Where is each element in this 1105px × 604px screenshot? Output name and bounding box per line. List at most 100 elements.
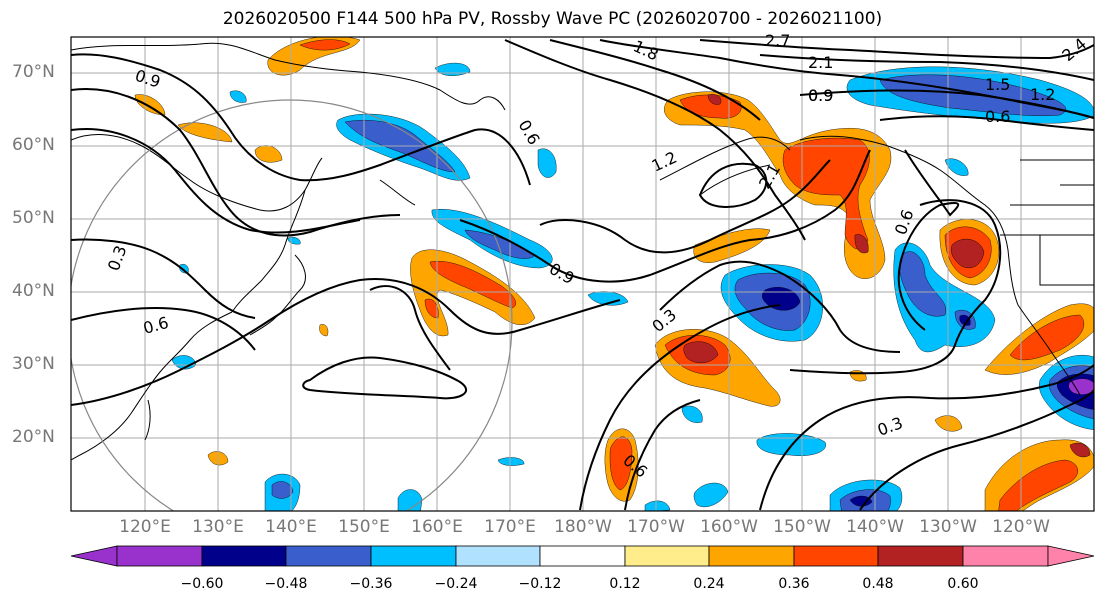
anomaly-shade [761, 287, 801, 311]
colorbar-tick-label: −0.60 [180, 576, 224, 592]
contour-label: 2.1 [808, 53, 833, 72]
lon-label: 150°E [338, 517, 390, 537]
colorbar-bin [624, 545, 710, 567]
lon-label: 130°E [192, 517, 244, 537]
contour-line [659, 260, 901, 353]
contour-line [71, 238, 256, 319]
contour-line [789, 199, 1002, 375]
reference-circle [71, 99, 513, 511]
colorbar-tick-label: 0.60 [947, 576, 979, 592]
lat-label: 50°N [12, 208, 55, 228]
anomaly-shade [951, 238, 985, 269]
contour-label: 0.6 [515, 117, 544, 149]
anomaly-shade [693, 228, 771, 263]
contour-line [459, 149, 871, 283]
contour-label: 0.3 [104, 243, 131, 273]
contour-line [879, 115, 1094, 131]
lon-label: 150°W [773, 517, 831, 537]
anomaly-shade [254, 145, 283, 163]
anomaly-shade [609, 436, 633, 491]
colorbar [70, 545, 1095, 567]
contour-label: 1.5 [985, 75, 1010, 94]
colorbar-tick-label: 0.48 [862, 576, 894, 592]
contour-line [759, 364, 1094, 511]
colorbar-tick-label: 0.24 [693, 576, 725, 592]
contour-line [897, 149, 960, 331]
map-title: 2026020500 F144 500 hPa PV, Rossby Wave … [222, 9, 883, 29]
lon-label: 130°W [919, 517, 977, 537]
graticule [71, 37, 1094, 511]
contour-line [759, 54, 1094, 81]
anomaly-shade [397, 489, 423, 511]
anomaly-shade [854, 234, 869, 254]
anomaly-shade [959, 314, 971, 326]
contour-line [71, 278, 621, 406]
colorbar-tick-label: 0.12 [609, 576, 641, 592]
anomaly-shade [899, 251, 947, 317]
colorbar-bin [793, 545, 879, 567]
anomaly-shade [644, 500, 671, 511]
colorbar-tick-label: −0.24 [434, 576, 478, 592]
lon-label: 120°E [119, 517, 171, 537]
contour-line [698, 162, 768, 208]
anomaly-shade [681, 405, 703, 423]
contour-label: 0.6 [141, 313, 171, 338]
contour-line [624, 399, 701, 511]
contour-line [71, 53, 531, 186]
anomaly-shade [998, 459, 1078, 511]
contour-label: 0.6 [891, 207, 918, 237]
contour-line [369, 285, 451, 371]
colorbar-bin [285, 545, 372, 567]
anomaly-shade [1068, 378, 1094, 395]
contour-label: 1.2 [649, 148, 680, 176]
lon-label: 170°W [627, 517, 685, 537]
colorbar-bin [708, 545, 795, 567]
contour-label: 0.3 [648, 305, 680, 336]
contour-label: 2.7 [765, 31, 790, 50]
colorbar-tick-label: 0.36 [778, 576, 810, 592]
lon-label: 160°E [411, 517, 463, 537]
contour-label: 0.9 [808, 86, 833, 105]
colorbar-bin [962, 545, 1049, 567]
lon-label: 160°W [700, 517, 758, 537]
anomaly-shade [464, 229, 536, 259]
contour-line [539, 159, 831, 254]
contour-label: 0.6 [985, 107, 1010, 126]
contour-line [302, 356, 468, 400]
map-plot-area [71, 37, 1094, 511]
anomaly-shade [497, 457, 525, 466]
anomaly-shade [849, 495, 873, 507]
colorbar-bin [455, 545, 541, 567]
colorbar-low-extend [70, 545, 118, 567]
anomaly-shade [134, 94, 166, 116]
contour-label: 2.4 [1058, 34, 1090, 65]
contour-line [799, 89, 1094, 119]
colorbar-bin [370, 545, 457, 567]
anomaly-shade [229, 90, 247, 103]
anomaly-shade [319, 324, 329, 337]
contour-label: 0.3 [875, 413, 905, 440]
lat-label: 70°N [12, 62, 55, 82]
anomaly-shade [944, 158, 969, 176]
anomaly-shade [424, 298, 439, 319]
lat-label: 20°N [12, 427, 55, 447]
colorbar-tick-label: −0.48 [264, 576, 308, 592]
lon-label: 120°W [992, 517, 1050, 537]
contour-label: 1.8 [630, 36, 661, 64]
lon-label: 140°W [846, 517, 904, 537]
anomaly-shade [299, 39, 351, 51]
anomaly-shade [287, 236, 301, 245]
contour-line [549, 39, 761, 121]
anomaly-shade [1009, 314, 1085, 361]
lat-label: 30°N [12, 354, 55, 374]
lat-label: 60°N [12, 135, 55, 155]
contour-line [579, 304, 781, 511]
colorbar-tick-label: −0.36 [349, 576, 393, 592]
lon-label: 140°E [265, 517, 317, 537]
lon-label: 180°W [554, 517, 612, 537]
contour-line [71, 88, 401, 237]
anomaly-shade [693, 482, 729, 508]
contour-line [859, 389, 1094, 511]
contour-line [71, 128, 361, 234]
